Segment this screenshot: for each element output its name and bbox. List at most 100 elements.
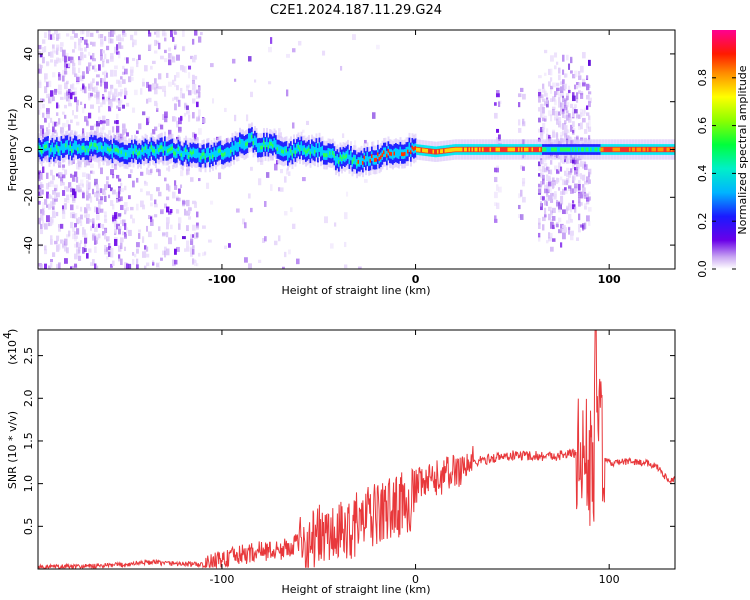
spectrogram-speckle-cell xyxy=(558,111,561,116)
spectrogram-speckle-cell xyxy=(270,184,273,192)
spectrogram-band-mid xyxy=(231,142,234,152)
spectrogram-speckle-cell xyxy=(554,90,557,95)
spectrogram-speckle-cell xyxy=(584,107,587,114)
spectrogram-speckle-cell xyxy=(84,116,88,122)
spectrogram-speckle-cell xyxy=(122,231,125,236)
spectrogram-speckle-cell xyxy=(574,109,578,114)
spectrogram-speckle-cell xyxy=(566,158,570,164)
spectrogram-speckle-cell xyxy=(554,116,558,121)
spectrogram-speckle-cell xyxy=(124,32,127,37)
spectrogram-speckle-cell xyxy=(138,233,141,239)
spectrogram-speckle-cell xyxy=(496,184,499,191)
spectrogram-speckle-cell xyxy=(112,95,116,102)
spectrogram-speckle-cell xyxy=(52,44,55,49)
spectrogram-speckle-cell xyxy=(50,238,53,245)
spectrogram-speckle-cell xyxy=(88,193,91,199)
spectrogram-speckle-cell xyxy=(562,79,565,85)
spectrogram-speckle-cell xyxy=(94,227,98,232)
spectrogram-band-core xyxy=(162,149,165,154)
spectrogram-speckle-cell xyxy=(188,90,192,96)
spectrogram-speckle-cell xyxy=(76,205,79,210)
spectrogram-speckle-cell xyxy=(50,95,53,102)
spectrogram-speckle-cell xyxy=(576,82,580,86)
spectrogram-speckle-cell xyxy=(110,254,114,258)
spectrogram-speckle-cell xyxy=(186,199,190,207)
spectrogram-speckle-cell xyxy=(38,217,42,225)
spectrogram-speckle-cell xyxy=(148,32,152,37)
spectrogram-speckle-cell xyxy=(556,169,560,175)
spectrogram-speckle-cell xyxy=(494,218,498,223)
spectrogram-speckle-cell xyxy=(90,125,94,131)
spectrogram-band-core xyxy=(638,147,640,152)
spectrogram-speckle-cell xyxy=(64,67,68,71)
spectrogram-band-core xyxy=(342,154,345,159)
spectrogram-band-mid xyxy=(312,146,315,156)
spectrogram-band-mid xyxy=(473,146,475,153)
spectrogram-speckle-cell xyxy=(70,193,73,198)
spectrogram-speckle-cell xyxy=(72,211,75,219)
spectrogram-speckle-cell xyxy=(496,90,500,95)
spectrogram-speckle-cell xyxy=(192,248,195,255)
spectrogram-speckle-cell xyxy=(42,210,45,216)
spectrogram-speckle-cell xyxy=(140,200,144,208)
spectrogram-band-core xyxy=(525,147,528,152)
spectrogram-band-mid xyxy=(528,146,531,153)
spectrogram-speckle-cell xyxy=(242,218,245,225)
spectrogram-speckle-cell xyxy=(58,172,62,178)
spectrogram-speckle-cell xyxy=(62,55,66,62)
spectrogram-speckle-cell xyxy=(578,201,581,207)
spectrogram-speckle-cell xyxy=(572,95,576,102)
spectrogram-speckle-cell xyxy=(104,75,107,79)
spectrogram-speckle-cell xyxy=(100,55,103,61)
spectrogram-band-mid xyxy=(336,154,339,164)
spectrogram-speckle-cell xyxy=(130,76,134,81)
spectrogram-speckle-cell xyxy=(560,132,563,137)
spectrogram-speckle-cell xyxy=(234,78,237,82)
spectrogram-speckle-cell xyxy=(64,198,67,203)
spectrogram-speckle-cell xyxy=(68,230,71,237)
spectrogram-speckle-cell xyxy=(60,48,63,52)
spectrogram-speckle-cell xyxy=(544,90,547,96)
spectrogram-band-core xyxy=(138,151,141,155)
spectrogram-speckle-cell xyxy=(72,30,75,34)
spectrogram-speckle-cell xyxy=(46,61,49,67)
spectrogram-band-mid xyxy=(62,143,64,154)
spectrogram-speckle-cell xyxy=(288,249,291,255)
spectrogram-speckle-cell xyxy=(176,72,180,78)
spectrogram-speckle-cell xyxy=(88,65,91,72)
spectrogram-speckle-cell xyxy=(88,174,91,180)
spectrogram-speckle-cell xyxy=(564,105,568,111)
spectrogram-speckle-cell xyxy=(174,235,177,241)
spectrogram-band-mid xyxy=(347,149,349,160)
spectrogram-band-mid xyxy=(519,146,522,153)
spectrogram-speckle-cell xyxy=(560,195,564,200)
spectrogram-speckle-cell xyxy=(186,110,190,114)
spectrogram-speckle-cell xyxy=(112,220,115,224)
spectrogram-speckle-cell xyxy=(44,199,48,205)
spectrogram-speckle-cell xyxy=(542,122,546,130)
spectrogram-speckle-cell xyxy=(70,84,73,90)
spectrogram-speckle-cell xyxy=(38,265,42,269)
spectrogram-speckle-cell xyxy=(204,251,207,255)
spectrogram-speckle-cell xyxy=(576,165,579,173)
spectrogram-speckle-cell xyxy=(560,92,564,98)
spectrogram-speckle-cell xyxy=(150,202,153,207)
spectrogram-speckle-cell xyxy=(90,104,94,109)
spectrogram-speckle-cell xyxy=(74,191,77,199)
spectrogram-band-core xyxy=(281,149,283,153)
spectrogram-speckle-cell xyxy=(562,232,566,240)
spectrogram-speckle-cell xyxy=(84,163,87,168)
spectrogram-speckle-cell xyxy=(550,68,553,76)
spectrogram-speckle-cell xyxy=(172,259,176,267)
spectrogram-speckle-cell xyxy=(208,239,212,243)
spectrogram-speckle-cell xyxy=(106,181,109,188)
spectrogram-speckle-cell xyxy=(552,96,556,102)
spectrogram-speckle-cell xyxy=(564,125,568,132)
spectrogram-speckle-cell xyxy=(168,129,172,136)
spectrogram-speckle-cell xyxy=(148,215,151,220)
spectrogram-speckle-cell xyxy=(578,183,581,191)
snr-x-axis: -100 0 100 xyxy=(209,330,620,586)
spectrogram-speckle-cell xyxy=(84,47,87,52)
